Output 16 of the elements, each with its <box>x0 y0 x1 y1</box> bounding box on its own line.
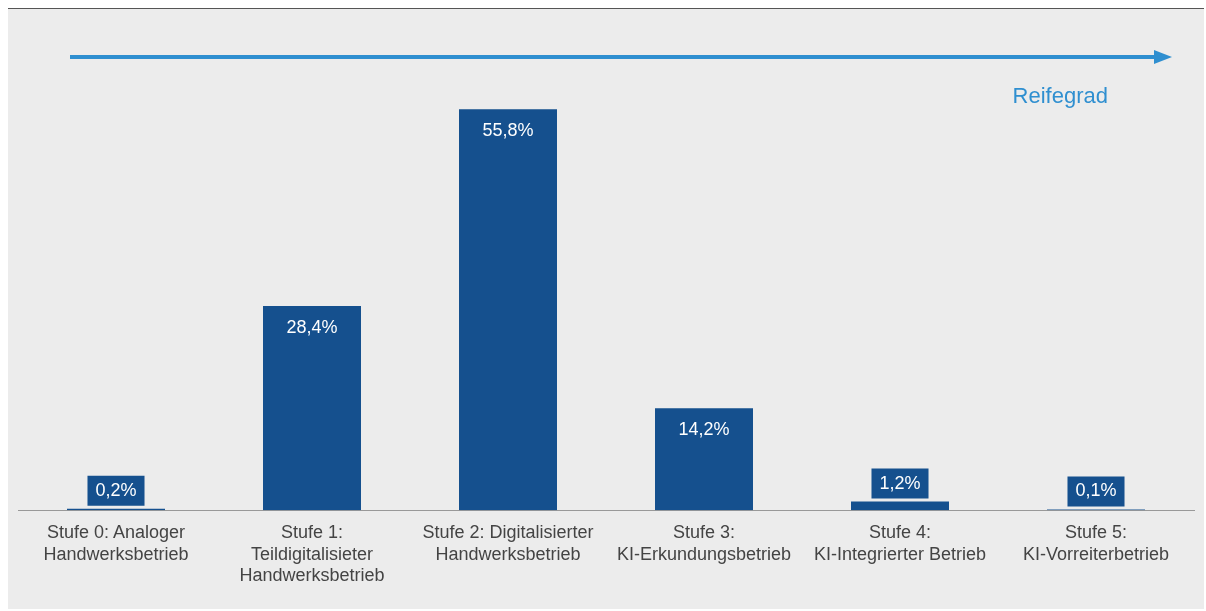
x-tick-label: Stufe 2: Digitalisierter Handwerksbetrieb <box>422 521 594 564</box>
bar <box>263 306 361 511</box>
bar <box>459 109 557 511</box>
data-label: 55,8% <box>482 120 534 141</box>
data-label: 0,2% <box>95 479 137 500</box>
x-tick-label: Stufe 0: Analoger Handwerksbetrieb <box>43 521 189 564</box>
x-tick-label: Stufe 3: KI-Erkundungsbetrieb <box>616 521 792 564</box>
x-tick-label: Stufe 4: KI-Integrierter Betrieb <box>813 521 987 564</box>
text: Reifegrad <box>1012 83 1108 109</box>
bar <box>655 408 753 511</box>
x-tick-label: Stufe 5: KI-Vorreiterbetrieb <box>1022 521 1170 564</box>
data-label: 1,2% <box>879 472 921 493</box>
data-label: 28,4% <box>286 317 338 338</box>
x-tick-label: Stufe 1: Teildigitalisieter Handwerksbetrieb <box>239 521 385 586</box>
data-label: 14,2% <box>678 419 730 440</box>
data-label: 0,1% <box>1075 480 1117 501</box>
